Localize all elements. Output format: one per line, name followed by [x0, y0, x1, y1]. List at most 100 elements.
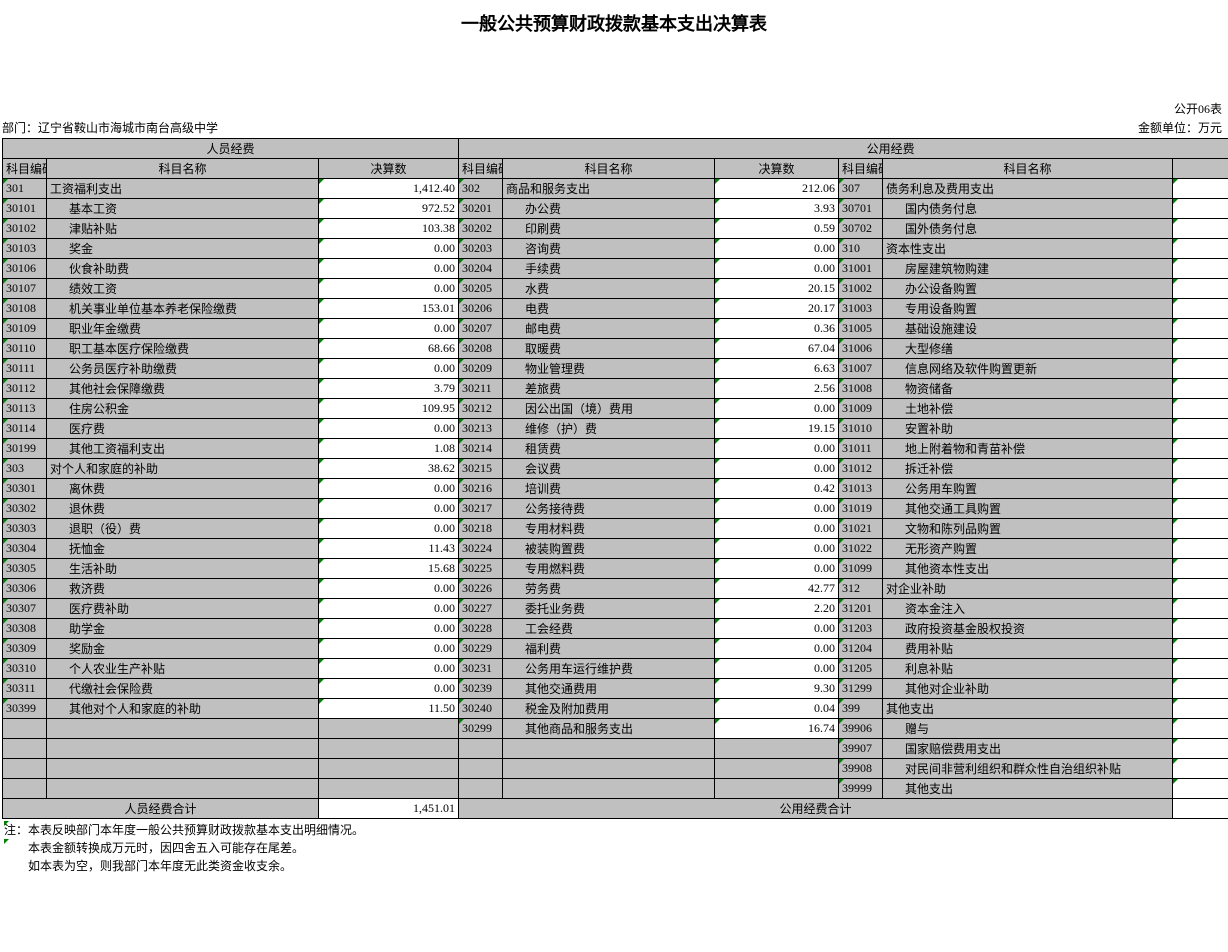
subject-name: 助学金: [47, 619, 319, 639]
subject-code: 302: [459, 179, 503, 199]
subject-value: 42.77: [715, 579, 839, 599]
subject-value: 0.00: [715, 399, 839, 419]
subject-value: 20.17: [715, 299, 839, 319]
subject-name: 咨询费: [503, 239, 715, 259]
subject-code: 30308: [3, 619, 47, 639]
note-line: 如本表为空，则我部门本年度无此类资金收支余。: [4, 857, 1224, 875]
table-row: 30306救济费0.0030226劳务费42.77312对企业补助0.00: [3, 579, 1228, 599]
table-row: 30110职工基本医疗保险缴费68.6630208取暖费67.0431006大型…: [3, 339, 1228, 359]
subject-value: 0.00: [715, 239, 839, 259]
subject-value: 0.00: [319, 319, 459, 339]
subject-name: 其他资本性支出: [883, 559, 1173, 579]
subject-value: 0.00: [319, 259, 459, 279]
subject-value: 3.79: [319, 379, 459, 399]
subject-value: 0.00: [715, 519, 839, 539]
subject-code: 30213: [459, 419, 503, 439]
subject-code: 31009: [839, 399, 883, 419]
header-name: 科目名称: [503, 159, 715, 179]
subject-value: 0.00: [1173, 539, 1228, 559]
subject-value: 0.00: [319, 279, 459, 299]
subject-code: 39906: [839, 719, 883, 739]
subject-value: 0.59: [715, 219, 839, 239]
header-code: 科目编码: [459, 159, 503, 179]
subject-name: 工资福利支出: [47, 179, 319, 199]
empty-cell: [503, 779, 715, 799]
empty-cell: [319, 779, 459, 799]
subject-code: 30229: [459, 639, 503, 659]
subject-code: 30305: [3, 559, 47, 579]
subject-code: 39999: [839, 779, 883, 799]
empty-cell: [47, 739, 319, 759]
subject-value: 0.00: [1173, 179, 1228, 199]
subject-name: 其他工资福利支出: [47, 439, 319, 459]
subject-name: 职工基本医疗保险缴费: [47, 339, 319, 359]
table-row: 30308助学金0.0030228工会经费0.0031203政府投资基金股权投资…: [3, 619, 1228, 639]
subject-code: 30203: [459, 239, 503, 259]
subject-value: 0.00: [1173, 699, 1228, 719]
subject-name: 维修（护）费: [503, 419, 715, 439]
subject-code: 30101: [3, 199, 47, 219]
subject-code: 30225: [459, 559, 503, 579]
subject-value: 0.00: [1173, 779, 1228, 799]
subject-name: 地上附着物和青苗补偿: [883, 439, 1173, 459]
subject-code: 30107: [3, 279, 47, 299]
subject-code: 30218: [459, 519, 503, 539]
subject-code: 30227: [459, 599, 503, 619]
subject-code: 31007: [839, 359, 883, 379]
subject-code: 39907: [839, 739, 883, 759]
subject-name: 抚恤金: [47, 539, 319, 559]
subject-code: 30301: [3, 479, 47, 499]
table-code: 公开06表: [1174, 100, 1222, 117]
table-row: 301工资福利支出1,412.40302商品和服务支出212.06307债务利息…: [3, 179, 1228, 199]
subject-value: 0.42: [715, 479, 839, 499]
subject-name: 国外债务付息: [883, 219, 1173, 239]
table-row: 30304抚恤金11.4330224被装购置费0.0031022无形资产购置0.…: [3, 539, 1228, 559]
subject-name: 其他商品和服务支出: [503, 719, 715, 739]
subject-name: 对企业补助: [883, 579, 1173, 599]
subject-name: 公务用车购置: [883, 479, 1173, 499]
subject-value: 109.95: [319, 399, 459, 419]
subject-value: 20.15: [715, 279, 839, 299]
subject-code: 31022: [839, 539, 883, 559]
subject-name: 绩效工资: [47, 279, 319, 299]
subject-code: 30299: [459, 719, 503, 739]
subject-value: 38.62: [319, 459, 459, 479]
subject-code: 30112: [3, 379, 47, 399]
empty-cell: [503, 759, 715, 779]
subject-value: 0.00: [319, 519, 459, 539]
subject-value: 0.00: [319, 619, 459, 639]
subject-name: 机关事业单位基本养老保险缴费: [47, 299, 319, 319]
subject-code: 31201: [839, 599, 883, 619]
subject-name: 资本性支出: [883, 239, 1173, 259]
subject-value: 0.00: [319, 599, 459, 619]
subject-name: 奖金: [47, 239, 319, 259]
subject-code: 30228: [459, 619, 503, 639]
table-row: 39908对民间非营利组织和群众性自治组织补贴0.00: [3, 759, 1228, 779]
subject-name: 专用设备购置: [883, 299, 1173, 319]
empty-cell: [715, 739, 839, 759]
table-row: 30113住房公积金109.9530212因公出国（境）费用0.0031009土…: [3, 399, 1228, 419]
subject-code: 30212: [459, 399, 503, 419]
subject-name: 资本金注入: [883, 599, 1173, 619]
subject-name: 公务接待费: [503, 499, 715, 519]
subject-code: 31010: [839, 419, 883, 439]
subject-value: 0.00: [319, 579, 459, 599]
subject-name: 住房公积金: [47, 399, 319, 419]
subject-value: 19.15: [715, 419, 839, 439]
subject-name: 基本工资: [47, 199, 319, 219]
subject-value: 0.00: [1173, 499, 1228, 519]
subject-code: 30399: [3, 699, 47, 719]
subject-code: 30102: [3, 219, 47, 239]
subject-name: 津贴补贴: [47, 219, 319, 239]
note-line: 本表金额转换成万元时，因四舍五入可能存在尾差。: [4, 839, 1224, 857]
subject-name: 奖励金: [47, 639, 319, 659]
subject-value: 0.00: [1173, 399, 1228, 419]
empty-cell: [459, 779, 503, 799]
subject-value: 0.00: [715, 439, 839, 459]
header-code: 科目编码: [3, 159, 47, 179]
subject-name: 会议费: [503, 459, 715, 479]
subject-name: 土地补偿: [883, 399, 1173, 419]
subject-code: 30231: [459, 659, 503, 679]
subject-name: 个人农业生产补贴: [47, 659, 319, 679]
header-group-personnel: 人员经费: [3, 139, 459, 159]
